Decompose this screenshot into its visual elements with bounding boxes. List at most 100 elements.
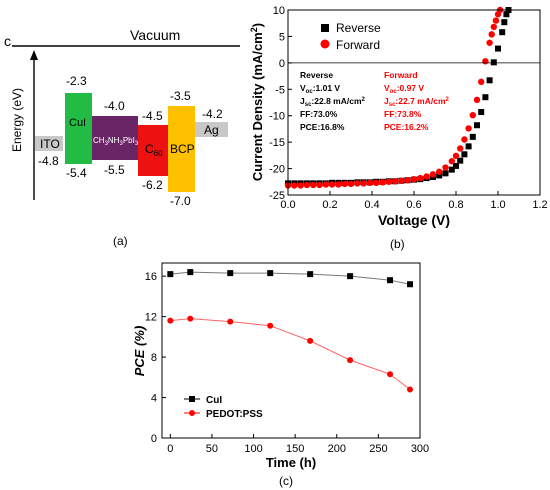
forward-point bbox=[291, 182, 298, 189]
pce-xtick-label: 100 bbox=[244, 443, 262, 455]
pce-ytick-label: 12 bbox=[145, 312, 157, 324]
pedot-series-line bbox=[170, 318, 411, 390]
jv-ylabel: Current Density (mA/cm2) bbox=[250, 23, 265, 181]
reverse-point bbox=[442, 170, 449, 177]
reverse-point bbox=[478, 109, 485, 116]
pce-ytick-label: 0 bbox=[151, 433, 157, 445]
jv-xtick-label: 0.0 bbox=[280, 199, 295, 211]
forward-point bbox=[310, 181, 317, 189]
jv-chart: 0.0 0.2 0.4 0.6 0.8 1.0 1.2-25-20-15-10-50510 … bbox=[250, 5, 548, 251]
jv-ytick-label: -25 bbox=[269, 190, 285, 202]
cui-point bbox=[267, 270, 274, 277]
pce-plot-frame bbox=[161, 262, 421, 439]
bcp-block bbox=[168, 106, 195, 192]
legend-pedot-label: PEDOT:PSS bbox=[206, 409, 263, 420]
reverse-point bbox=[448, 166, 455, 173]
jv-ytick-label: 5 bbox=[279, 31, 285, 43]
ito-label: ITO bbox=[40, 137, 60, 151]
pce-data-series bbox=[167, 269, 414, 393]
ag-block bbox=[195, 122, 228, 137]
pce-xtick-label: 300 bbox=[411, 443, 429, 455]
pce-ytick-label: 4 bbox=[151, 393, 157, 405]
reverse-point bbox=[482, 94, 489, 101]
forward-point bbox=[366, 179, 374, 187]
c60-block bbox=[138, 125, 168, 176]
forward-point bbox=[373, 179, 380, 187]
legend-cui-label: CuI bbox=[206, 395, 222, 406]
reverse-point bbox=[461, 151, 468, 158]
cui-block bbox=[65, 93, 92, 164]
forward-point bbox=[442, 164, 449, 171]
cui-series-line bbox=[170, 271, 411, 285]
forward-point bbox=[448, 157, 455, 165]
reverse-point bbox=[469, 133, 476, 140]
jv-ytick-label: -10 bbox=[269, 111, 285, 123]
forward-point bbox=[469, 111, 476, 119]
forward-point bbox=[303, 181, 311, 189]
forward-point bbox=[423, 173, 430, 180]
reverse-ff: FF:73.0% bbox=[300, 109, 338, 119]
reverse-point bbox=[474, 122, 480, 129]
forward-point bbox=[385, 178, 392, 185]
pce-ylabel: PCE (%) bbox=[132, 326, 147, 377]
forward-point bbox=[410, 175, 418, 183]
jv-ytick-label: -5 bbox=[275, 84, 285, 96]
forward-point bbox=[297, 182, 304, 189]
energy-axis-label: Energy (eV) bbox=[10, 88, 24, 152]
forward-pce: PCE:16.2% bbox=[384, 122, 429, 132]
reverse-point bbox=[503, 11, 510, 18]
reverse-parameters: Reverse Voc:1.01 V Jsc:22.8 mA/cm2 FF:73… bbox=[300, 70, 366, 132]
jv-xtick-label: 1.2 bbox=[532, 199, 547, 211]
forward-point bbox=[490, 23, 497, 31]
jv-xtick-label: 1.0 bbox=[490, 199, 505, 211]
jv-xlabel: Voltage (V) bbox=[378, 212, 450, 228]
legend-forward-marker bbox=[320, 39, 330, 49]
forward-point bbox=[478, 78, 485, 86]
pce-ytick-label: 8 bbox=[151, 352, 157, 364]
ag-top-value: -4.2 bbox=[202, 107, 223, 121]
forward-point bbox=[328, 181, 336, 188]
reverse-pce: PCE:16.8% bbox=[300, 122, 345, 132]
legend-cui-marker bbox=[189, 396, 195, 402]
energy-axis-arrow bbox=[30, 50, 38, 60]
jv-legend: Reverse Forward bbox=[320, 21, 381, 52]
forward-point bbox=[488, 31, 495, 38]
forward-point bbox=[347, 180, 355, 188]
cui-label: CuI bbox=[69, 117, 86, 129]
pce-xtick-label: 0 bbox=[167, 443, 173, 455]
jv-xtick-label: 0.8 bbox=[448, 199, 463, 211]
reverse-voc: Voc:1.01 V bbox=[300, 83, 340, 95]
reverse-point bbox=[453, 162, 459, 169]
cui-point bbox=[187, 269, 194, 276]
forward-voc: Voc:0.97 V bbox=[384, 83, 424, 95]
reverse-point bbox=[501, 19, 508, 26]
jv-xtick-label: 0.4 bbox=[364, 199, 379, 211]
forward-point bbox=[379, 179, 386, 186]
forward-point bbox=[360, 180, 367, 187]
pce-ytick-label: 16 bbox=[145, 271, 157, 283]
pedot-point bbox=[347, 357, 354, 364]
jv-xtick-label: 0.2 bbox=[322, 199, 337, 211]
pce-xtick-label: 150 bbox=[286, 443, 304, 455]
cui-bottom-value: -5.4 bbox=[66, 166, 87, 180]
perovskite-block bbox=[92, 116, 138, 160]
forward-point bbox=[452, 152, 460, 160]
panel-letter: c bbox=[4, 33, 11, 49]
forward-point bbox=[341, 180, 348, 188]
forward-point bbox=[354, 180, 361, 187]
cui-top-value: -2.3 bbox=[66, 74, 87, 88]
pce-legend: CuI PEDOT:PSS bbox=[184, 395, 263, 420]
cui-point bbox=[307, 271, 314, 278]
perovskite-bottom-value: -5.5 bbox=[104, 163, 125, 177]
caption-c: (c) bbox=[279, 474, 293, 488]
forward-point bbox=[429, 171, 437, 178]
forward-parameters: Forward Voc:0.97 V Jsc:22.7 mA/cm2 FF:73… bbox=[384, 70, 450, 132]
pedot-point bbox=[187, 315, 194, 322]
pce-axis-ticks: 0 50 100 150 200 250 300 0 4 8 12 16 bbox=[145, 271, 429, 455]
pce-xtick-label: 250 bbox=[369, 443, 387, 455]
reverse-block-title: Reverse bbox=[300, 70, 333, 80]
forward-block-title: Forward bbox=[384, 70, 418, 80]
forward-point bbox=[316, 181, 323, 189]
energy-level-diagram: c Vacuum Energy (eV) ITO -4.8 CuI -2.3 -… bbox=[4, 27, 240, 248]
